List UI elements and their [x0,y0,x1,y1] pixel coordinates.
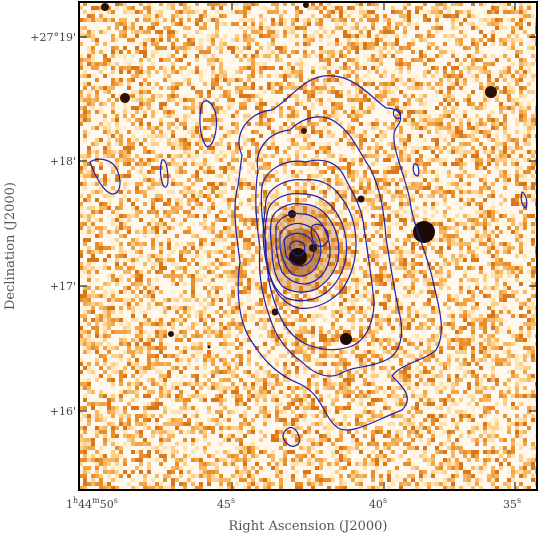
contour-level-6 [269,203,340,293]
x-tick-label: 45s [217,496,235,511]
y-tick-label: +18' [50,155,76,168]
star [120,93,130,103]
contour-level-5 [264,193,348,302]
star [485,86,497,98]
star [168,331,174,337]
stars [101,2,497,349]
contour-island [282,427,301,447]
contour-level-2 [255,116,403,377]
star [303,2,309,8]
star [309,244,317,252]
contour-island [89,158,121,195]
star [413,221,435,243]
sky-image [79,2,537,490]
star [357,195,365,203]
contour-level-9 [283,232,315,267]
x-axis-title: Right Ascension (J2000) [228,519,387,534]
star [271,308,279,316]
contour-level-1 [234,75,442,431]
star [101,3,109,11]
star [301,128,307,134]
y-axis-title: Declination (J2000) [3,182,18,310]
contour-island [392,108,402,120]
contour-level-3 [260,159,375,351]
contours [89,75,528,447]
star [207,345,211,349]
y-tick-labels: +27°19' +18' +17' +16' [30,31,76,418]
contour-level-11 [289,240,306,257]
contour-island [199,100,217,148]
x-tick-label: 35s [503,496,521,511]
x-tick-labels: 1h44m50s 45s 40s 35s [66,496,521,511]
y-tick-label: +16' [50,405,76,418]
contour-island [520,191,528,209]
y-tick-label: +17' [50,280,76,293]
y-tick-label: +27°19' [30,31,76,44]
contour-level-7 [275,212,331,285]
contour-island [412,163,420,177]
contour-level-8 [279,222,322,277]
star [289,248,307,266]
contour-island [159,159,169,188]
tick-marks [78,2,537,490]
star [340,333,352,345]
plot-frame [78,1,538,491]
x-tick-label: 1h44m50s [66,496,118,511]
contour-level-10 [310,223,329,247]
x-tick-label: 40s [369,496,387,511]
